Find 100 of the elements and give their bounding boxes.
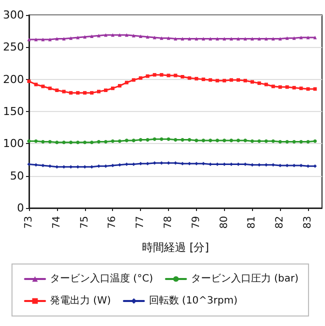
- point: [55, 165, 59, 169]
- point: [306, 87, 310, 91]
- x-tick-label: 83: [302, 216, 314, 229]
- point: [250, 37, 254, 41]
- point: [222, 78, 226, 82]
- point: [250, 80, 254, 84]
- point: [166, 74, 170, 78]
- point: [313, 164, 317, 168]
- y-tick-label: 250: [2, 40, 24, 54]
- point: [271, 139, 275, 143]
- point: [174, 37, 178, 41]
- point: [292, 36, 296, 40]
- point: [55, 37, 59, 41]
- point: [222, 138, 226, 142]
- point: [55, 88, 59, 92]
- point: [244, 162, 248, 166]
- point: [138, 76, 142, 80]
- point: [90, 91, 94, 95]
- y-tick-label: 200: [2, 72, 24, 86]
- point: [118, 163, 122, 167]
- point: [208, 138, 212, 142]
- point: [188, 37, 192, 41]
- point: [146, 162, 150, 166]
- x-axis-title: 時間経過 [分]: [142, 241, 210, 254]
- point: [152, 161, 156, 165]
- point: [132, 78, 136, 82]
- point: [152, 73, 156, 77]
- point: [174, 138, 178, 142]
- point: [174, 74, 178, 78]
- point: [118, 84, 122, 88]
- point: [230, 78, 234, 82]
- point: [313, 36, 317, 40]
- point: [236, 78, 240, 82]
- point: [27, 38, 31, 42]
- point: [124, 138, 128, 142]
- point: [160, 73, 164, 77]
- point: [264, 139, 268, 143]
- point: [292, 140, 296, 144]
- point: [194, 76, 198, 80]
- point: [313, 87, 317, 91]
- x-tick-label: 77: [135, 216, 146, 229]
- legend-label: タービン入口温度 (°C): [50, 272, 154, 284]
- point: [278, 85, 282, 89]
- point: [83, 140, 87, 144]
- point: [299, 86, 303, 90]
- point: [216, 138, 220, 142]
- point: [292, 164, 296, 168]
- point: [104, 33, 108, 37]
- point: [132, 138, 136, 142]
- point: [257, 139, 261, 143]
- point: [194, 162, 198, 166]
- point: [69, 91, 73, 95]
- x-tick-label: 76: [107, 216, 118, 229]
- point: [97, 90, 101, 94]
- point: [230, 37, 234, 41]
- point: [306, 36, 310, 40]
- y-tick-label: 0: [16, 202, 24, 214]
- point: [271, 84, 275, 88]
- x-tick-label: 73: [23, 216, 34, 229]
- point: [152, 36, 156, 40]
- point: [188, 162, 192, 166]
- point: [264, 37, 268, 41]
- point: [166, 36, 170, 40]
- point: [166, 137, 170, 141]
- point: [41, 84, 45, 88]
- point: [132, 34, 136, 38]
- point: [236, 37, 240, 41]
- point: [76, 140, 80, 144]
- point: [146, 74, 150, 78]
- point: [313, 139, 317, 143]
- point: [34, 82, 38, 86]
- point: [104, 140, 108, 144]
- point: [194, 138, 198, 142]
- x-tick-label: 79: [190, 216, 202, 229]
- point: [138, 138, 142, 142]
- point: [244, 138, 248, 142]
- point: [62, 90, 66, 94]
- point: [180, 162, 184, 166]
- point: [27, 80, 31, 84]
- x-tick-label: 78: [163, 216, 174, 229]
- point: [216, 78, 220, 82]
- point: [299, 164, 303, 168]
- point: [299, 140, 303, 144]
- point: [152, 137, 156, 141]
- point: [257, 81, 261, 85]
- point: [236, 138, 240, 142]
- point: [222, 37, 226, 41]
- point: [83, 35, 87, 39]
- point: [271, 163, 275, 167]
- y-tick-label: 50: [10, 169, 24, 182]
- point: [41, 164, 45, 168]
- point: [188, 76, 192, 80]
- point: [244, 78, 248, 82]
- point: [138, 34, 142, 38]
- legend-label: タービン入口圧力 (bar): [190, 272, 299, 284]
- point: [124, 162, 128, 166]
- point: [76, 91, 80, 95]
- point: [69, 165, 73, 169]
- point: [146, 138, 150, 142]
- point: [34, 163, 38, 167]
